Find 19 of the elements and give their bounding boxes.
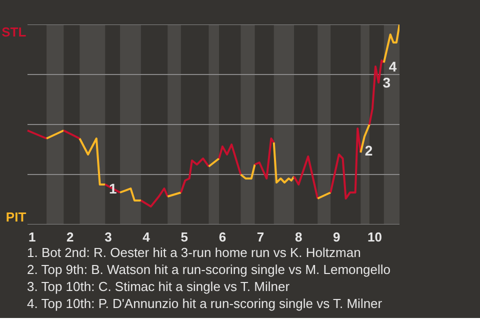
text: PIT <box>6 210 26 224</box>
x-tick-label: 3 <box>104 230 112 244</box>
x-tick-label: 1 <box>28 230 36 244</box>
x-tick-label: 4 <box>142 230 151 244</box>
annotation: 4 <box>388 58 397 74</box>
text: 4. Top 10th: P. D'Annunzio hit a run-scoring single vs T. Milner <box>27 295 384 312</box>
annotation: 3 <box>382 74 391 90</box>
x-tick-label: 9 <box>333 230 340 244</box>
x-tick-label: 8 <box>294 230 302 244</box>
text: 3. Top 10th: C. Stimac hit a single vs T. Milner <box>27 278 291 295</box>
x-tick-label: 10 <box>368 230 382 244</box>
annotation: 2 <box>364 142 373 158</box>
x-tick-label: 7 <box>256 230 264 244</box>
text: 2. Top 9th: B. Watson hit a run-scoring single vs M. Lemongello <box>27 261 390 278</box>
x-tick-label: 5 <box>180 230 188 244</box>
x-tick-label: 6 <box>218 230 226 244</box>
text: STL <box>2 24 26 40</box>
x-tick-label: 2 <box>66 230 74 244</box>
text: 1. Bot 2nd: R. Oester hit a 3-run home run vs K. Holtzman <box>27 244 362 261</box>
